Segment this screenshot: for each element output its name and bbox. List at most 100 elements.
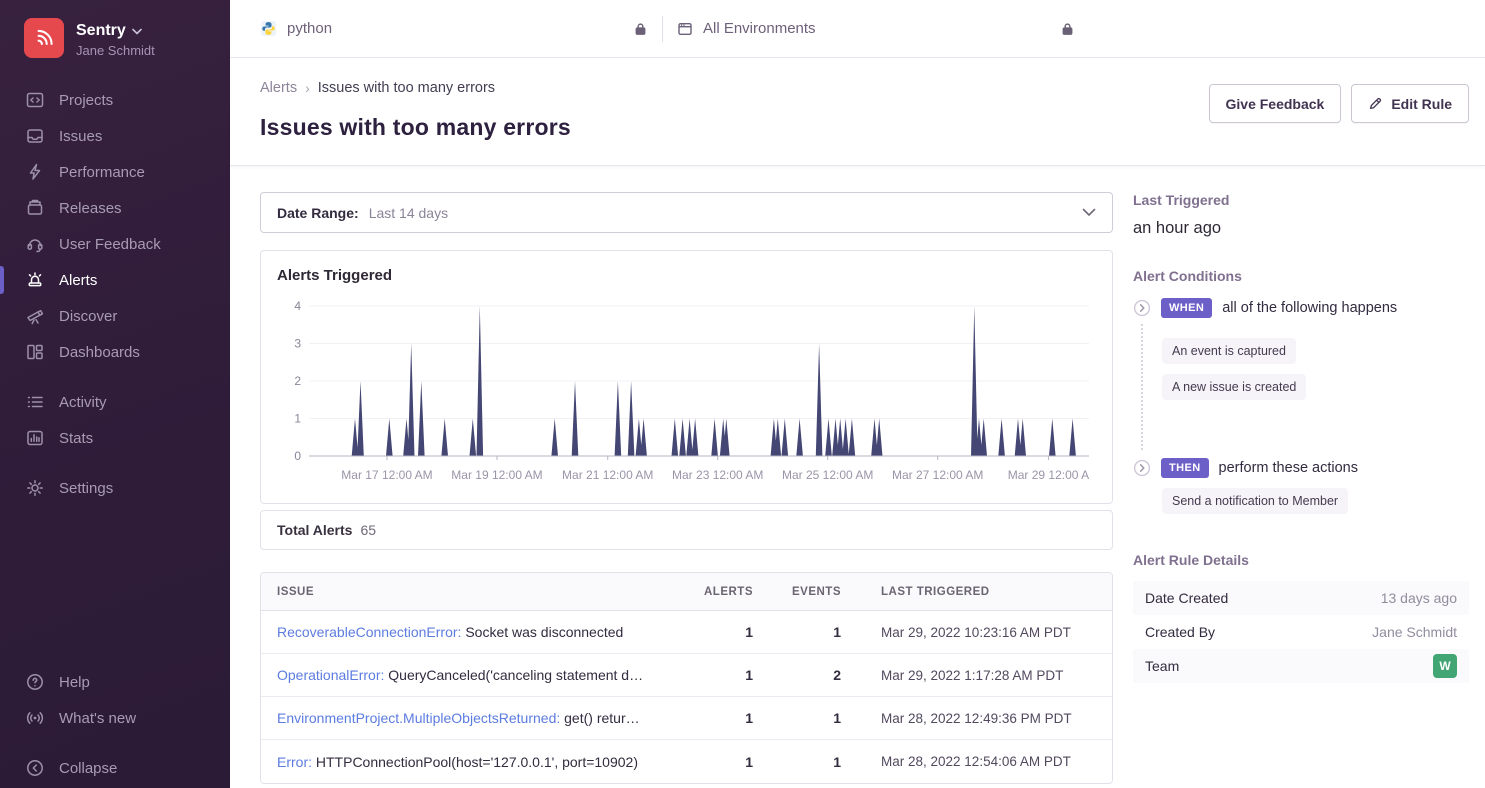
issue-link[interactable]: OperationalError: bbox=[277, 667, 385, 683]
total-alerts-card: Total Alerts 65 bbox=[260, 510, 1113, 550]
sidebar-item-help[interactable]: Help bbox=[0, 664, 230, 700]
column-header-events: EVENTS bbox=[791, 585, 841, 598]
python-platform-icon bbox=[260, 20, 277, 37]
header-actions: Give Feedback Edit Rule bbox=[1208, 84, 1469, 123]
issue-link[interactable]: RecoverableConnectionError: bbox=[277, 624, 462, 640]
dashboards-icon bbox=[27, 344, 43, 360]
sidebar-item-user-feedback[interactable]: User Feedback bbox=[0, 226, 230, 262]
sidebar-item-label: Collapse bbox=[59, 759, 118, 777]
sidebar-item-label: Activity bbox=[59, 393, 107, 411]
nav-gap bbox=[0, 370, 230, 384]
give-feedback-label: Give Feedback bbox=[1225, 95, 1325, 112]
right-column: Last Triggered an hour ago Alert Conditi… bbox=[1133, 192, 1469, 788]
then-badge: THEN bbox=[1161, 458, 1209, 478]
sidebar-item-label: Settings bbox=[59, 479, 114, 497]
table-row: OperationalError: QueryCanceled('canceli… bbox=[261, 654, 1112, 697]
sidebar-item-projects[interactable]: Projects bbox=[0, 82, 230, 118]
sidebar-item-discover[interactable]: Discover bbox=[0, 298, 230, 334]
breadcrumb-separator-icon bbox=[305, 80, 310, 96]
issue-link[interactable]: Error: bbox=[277, 753, 312, 770]
org-name-label: Sentry bbox=[76, 22, 126, 39]
sidebar-item-alerts[interactable]: Alerts bbox=[0, 262, 230, 298]
column-header-issue: ISSUE bbox=[277, 585, 315, 598]
when-text: all of the following happens bbox=[1222, 300, 1398, 316]
last-triggered-cell: Mar 28, 2022 12:54:06 AM PDT bbox=[881, 754, 1071, 769]
issues-icon bbox=[27, 129, 43, 143]
issue-text: HTTPConnectionPool(host='127.0.0.1', por… bbox=[312, 753, 638, 770]
sidebar-item-performance[interactable]: Performance bbox=[0, 154, 230, 190]
edit-rule-button[interactable]: Edit Rule bbox=[1351, 84, 1469, 123]
user-name: Jane Schmidt bbox=[76, 43, 155, 58]
issue-cell: EnvironmentProject.MultipleObjectsReturn… bbox=[261, 710, 689, 726]
alert-conditions: WHEN all of the following happens An eve… bbox=[1133, 298, 1469, 514]
page-title: Issues with too many errors bbox=[260, 114, 571, 140]
detail-label: Created By bbox=[1145, 624, 1216, 640]
page-header-left: Alerts Issues with too many errors Issue… bbox=[260, 80, 571, 141]
then-actions: Send a notification to Member bbox=[1133, 488, 1469, 514]
breadcrumb: Alerts Issues with too many errors bbox=[260, 80, 571, 96]
issue-link[interactable]: EnvironmentProject.MultipleObjectsReturn… bbox=[277, 710, 561, 726]
stats-icon bbox=[27, 430, 43, 446]
alerts-count: 1 bbox=[745, 710, 753, 726]
date-range-select[interactable]: Date Range: Last 14 days bbox=[260, 192, 1113, 233]
alerts-count: 1 bbox=[745, 753, 753, 770]
date-range-value: Last 14 days bbox=[368, 204, 449, 221]
svg-text:4: 4 bbox=[294, 299, 301, 313]
help-icon bbox=[27, 674, 43, 690]
breadcrumb-current: Issues with too many errors bbox=[317, 80, 496, 96]
sidebar-item-settings[interactable]: Settings bbox=[0, 470, 230, 506]
org-name[interactable]: Sentry bbox=[76, 22, 155, 40]
sidebar-item-releases[interactable]: Releases bbox=[0, 190, 230, 226]
when-step: WHEN all of the following happens bbox=[1133, 298, 1469, 318]
project-name: python bbox=[287, 20, 333, 37]
alerts-count: 1 bbox=[745, 667, 753, 683]
nav-gap bbox=[0, 456, 230, 470]
project-selector[interactable]: python bbox=[260, 20, 648, 37]
lock-icon[interactable] bbox=[633, 21, 648, 37]
projects-icon bbox=[26, 92, 44, 108]
org-switcher[interactable]: Sentry Jane Schmidt bbox=[0, 10, 230, 62]
chevron-down-icon bbox=[1082, 208, 1096, 217]
sidebar-item-dashboards[interactable]: Dashboards bbox=[0, 334, 230, 370]
rule-details-table: Date Created 13 days ago Created By Jane… bbox=[1133, 581, 1469, 683]
events-count: 1 bbox=[833, 624, 841, 640]
detail-value: 13 days ago bbox=[1380, 590, 1457, 606]
left-column: Date Range: Last 14 days Alerts Triggere… bbox=[260, 192, 1113, 788]
sidebar-item-label: Performance bbox=[59, 163, 145, 181]
broadcast-icon bbox=[26, 712, 44, 724]
breadcrumb-alerts-link[interactable]: Alerts bbox=[260, 80, 298, 96]
events-count: 1 bbox=[833, 753, 841, 770]
issue-text: get() retur… bbox=[560, 710, 640, 726]
svg-text:0: 0 bbox=[294, 449, 301, 463]
issues-table: ISSUE ALERTS EVENTS LAST TRIGGERED Recov… bbox=[260, 572, 1113, 784]
environment-selector[interactable]: All Environments bbox=[677, 20, 1075, 37]
detail-row-date-created: Date Created 13 days ago bbox=[1133, 581, 1469, 615]
svg-text:Mar 21 12:00 AM: Mar 21 12:00 AM bbox=[562, 468, 653, 482]
alerts-triggered-chart: 0 1 2 3 4 Mar 17 12:00 AM Mar 19 12:00 AM Mar 2… bbox=[294, 299, 1089, 482]
last-triggered-cell: Mar 29, 2022 10:23:16 AM PDT bbox=[881, 624, 1071, 640]
sidebar-item-label: Dashboards bbox=[59, 343, 140, 361]
alerts-chart-card: Alerts Triggered 0 1 2 3 4 Mar 17 12:00 AM Mar… bbox=[260, 250, 1113, 504]
sidebar-item-issues[interactable]: Issues bbox=[0, 118, 230, 154]
lock-icon[interactable] bbox=[1060, 21, 1075, 37]
edit-rule-label: Edit Rule bbox=[1391, 95, 1452, 112]
give-feedback-button[interactable]: Give Feedback bbox=[1208, 84, 1342, 123]
sidebar-footer: Help What's new Collapse bbox=[0, 664, 230, 788]
sidebar-nav: Projects Issues Performance Releases Use… bbox=[0, 82, 230, 788]
sidebar-item-activity[interactable]: Activity bbox=[0, 384, 230, 420]
table-row: EnvironmentProject.MultipleObjectsReturn… bbox=[261, 697, 1112, 740]
team-avatar-badge: W bbox=[1433, 654, 1457, 678]
issue-cell: RecoverableConnectionError: Socket was d… bbox=[261, 624, 689, 640]
sidebar-item-label: What's new bbox=[59, 709, 137, 727]
issues-table-header: ISSUE ALERTS EVENTS LAST TRIGGERED bbox=[261, 573, 1112, 611]
column-header-alerts: ALERTS bbox=[704, 585, 753, 598]
sidebar-item-whats-new[interactable]: What's new bbox=[0, 700, 230, 736]
sidebar-collapse-button[interactable]: Collapse bbox=[0, 750, 230, 786]
total-alerts-value: 65 bbox=[360, 522, 377, 538]
last-triggered-heading: Last Triggered bbox=[1133, 192, 1230, 208]
alert-rule-details-heading: Alert Rule Details bbox=[1133, 552, 1249, 568]
sidebar-item-label: Discover bbox=[59, 307, 118, 325]
svg-text:Mar 17 12:00 AM: Mar 17 12:00 AM bbox=[341, 468, 432, 482]
sidebar-item-stats[interactable]: Stats bbox=[0, 420, 230, 456]
